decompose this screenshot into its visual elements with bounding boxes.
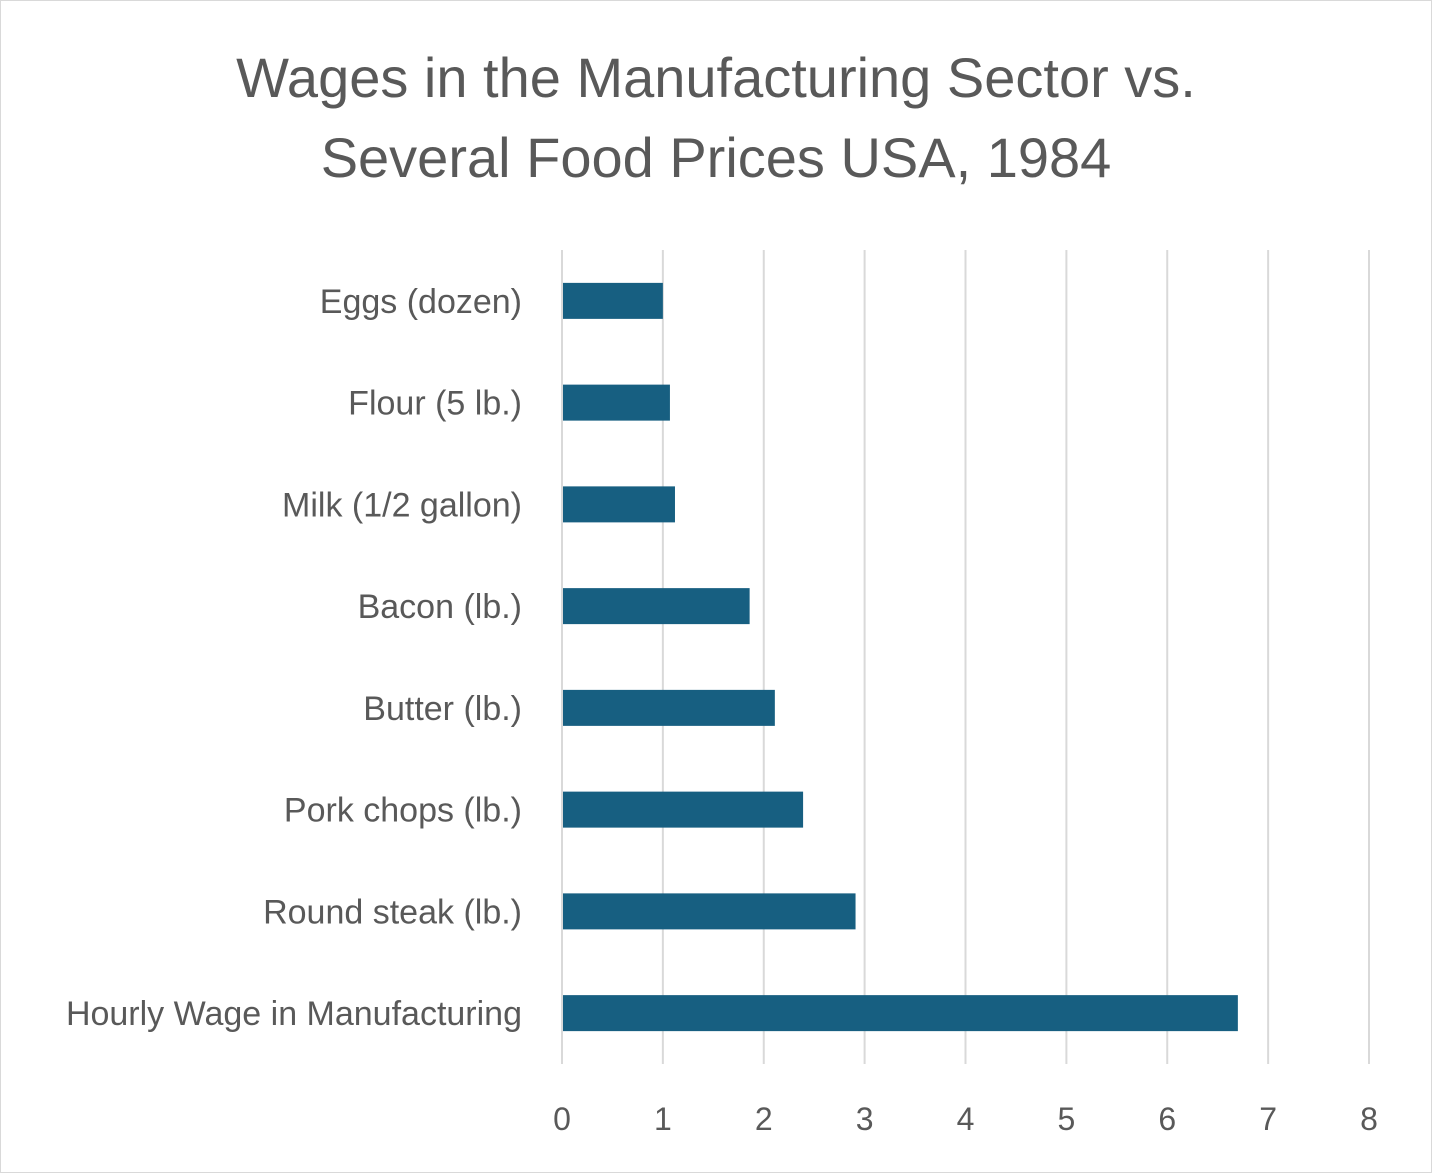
category-labels: Eggs (dozen) Flour (5 lb.) Milk (1/2 gallo… <box>66 283 522 1033</box>
category-label: Bacon (lb.) <box>358 588 522 626</box>
category-label: Round steak (lb.) <box>263 893 522 931</box>
x-tick-label: 6 <box>1158 1101 1176 1137</box>
bars <box>563 282 1238 1032</box>
category-label: Butter (lb.) <box>363 690 522 728</box>
x-tick-label: 3 <box>856 1101 874 1137</box>
chart-title: Wages in the Manufacturing Sector vs. Se… <box>0 38 1432 198</box>
category-label: Flour (5 lb.) <box>348 385 522 423</box>
bar <box>563 588 750 625</box>
x-tick-label: 1 <box>654 1101 672 1137</box>
x-tick-label: 8 <box>1360 1101 1378 1137</box>
bar <box>563 689 775 726</box>
chart-title-line-1: Wages in the Manufacturing Sector vs. <box>236 46 1196 109</box>
category-label: Pork chops (lb.) <box>284 792 522 830</box>
chart-title-line-2: Several Food Prices USA, 1984 <box>320 126 1112 189</box>
bar <box>563 486 675 523</box>
category-label: Eggs (dozen) <box>320 283 522 321</box>
bar <box>563 282 663 319</box>
x-tick-label: 7 <box>1259 1101 1277 1137</box>
x-tick-labels: 0 1 2 3 4 5 6 7 8 <box>553 1101 1378 1137</box>
category-label: Milk (1/2 gallon) <box>282 486 522 524</box>
bar <box>563 791 804 828</box>
x-tick-label: 4 <box>957 1101 975 1137</box>
bar <box>563 893 856 930</box>
x-tick-label: 0 <box>553 1101 571 1137</box>
x-tick-label: 2 <box>755 1101 773 1137</box>
bar <box>563 995 1238 1032</box>
bar <box>563 384 670 421</box>
x-tick-label: 5 <box>1057 1101 1075 1137</box>
gridlines <box>561 250 1370 1064</box>
category-label: Hourly Wage in Manufacturing <box>66 995 522 1033</box>
